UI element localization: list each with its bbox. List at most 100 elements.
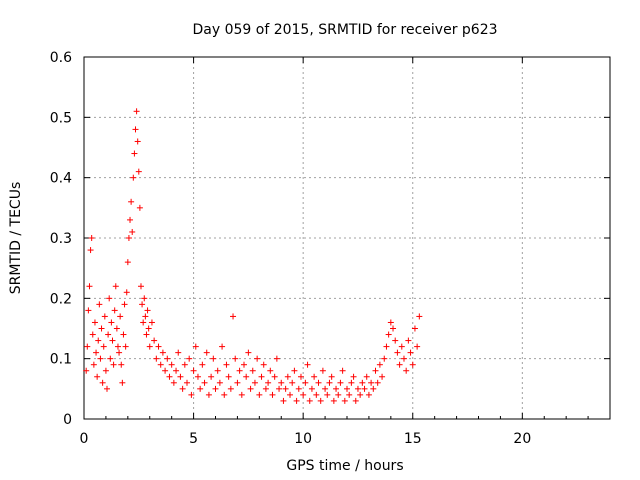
data-point — [131, 150, 138, 157]
data-point — [139, 301, 146, 308]
data-point — [258, 373, 265, 380]
data-point — [269, 391, 276, 398]
data-point — [249, 367, 256, 374]
data-point — [256, 391, 263, 398]
data-point — [110, 361, 117, 368]
data-point — [135, 168, 142, 175]
data-point — [236, 367, 243, 374]
data-point — [352, 397, 359, 404]
data-point — [398, 343, 405, 350]
data-point — [313, 391, 320, 398]
data-point — [394, 349, 401, 356]
data-point — [122, 343, 129, 350]
data-point — [91, 319, 98, 326]
data-point — [262, 385, 269, 392]
data-point — [109, 337, 116, 344]
data-point — [108, 319, 115, 326]
data-point — [170, 379, 177, 386]
data-point — [83, 367, 90, 374]
data-point — [188, 391, 195, 398]
data-point — [137, 283, 144, 290]
data-point — [190, 367, 197, 374]
data-point — [146, 343, 153, 350]
data-point — [370, 385, 377, 392]
data-point — [333, 385, 340, 392]
data-point — [308, 385, 315, 392]
data-point — [315, 379, 322, 386]
data-point — [344, 385, 350, 392]
data-point — [317, 397, 324, 404]
data-point — [411, 325, 418, 332]
data-point — [197, 385, 204, 392]
data-point — [140, 319, 147, 326]
data-point — [392, 337, 399, 344]
data-point — [407, 349, 414, 356]
data-point — [365, 391, 372, 398]
data-point — [132, 126, 139, 133]
data-point — [210, 355, 217, 362]
data-point — [179, 385, 186, 392]
data-point — [128, 198, 135, 205]
data-point — [357, 391, 364, 398]
data-point — [387, 319, 394, 326]
grid-layer — [84, 57, 610, 419]
data-point — [162, 367, 169, 374]
data-point — [175, 349, 182, 356]
data-point — [304, 361, 311, 368]
data-point — [232, 355, 239, 362]
data-point — [153, 355, 160, 362]
data-point — [212, 385, 219, 392]
data-point — [99, 379, 106, 386]
data-point — [134, 138, 141, 145]
data-point — [168, 361, 175, 368]
data-point — [148, 319, 155, 326]
data-point — [361, 385, 368, 392]
data-point — [173, 367, 180, 374]
data-point — [376, 361, 383, 368]
data-point — [102, 367, 109, 374]
data-point — [199, 361, 206, 368]
data-point — [96, 301, 103, 308]
data-point — [278, 379, 285, 386]
data-point — [319, 367, 326, 374]
data-point — [273, 355, 280, 362]
data-point — [90, 361, 97, 368]
data-point — [225, 373, 232, 380]
data-point — [143, 331, 150, 338]
data-point — [335, 391, 342, 398]
data-point — [396, 361, 403, 368]
data-point — [144, 307, 151, 314]
data-point — [157, 361, 164, 368]
points-layer — [83, 108, 423, 404]
x-tick-label: 20 — [513, 431, 531, 447]
data-point — [124, 259, 131, 266]
data-point — [192, 343, 199, 350]
data-point — [129, 228, 136, 235]
data-point — [291, 367, 298, 374]
data-point — [293, 397, 300, 404]
data-point — [267, 367, 274, 374]
data-point — [341, 397, 348, 404]
data-point — [324, 391, 331, 398]
data-point — [350, 373, 357, 380]
y-tick-label: 0.6 — [50, 50, 72, 66]
data-point — [234, 379, 241, 386]
data-point — [166, 373, 173, 380]
data-point — [181, 361, 188, 368]
data-point — [155, 343, 162, 350]
data-point — [330, 397, 337, 404]
data-point — [265, 379, 272, 386]
data-point — [247, 385, 254, 392]
data-point — [405, 337, 412, 344]
data-point — [287, 391, 294, 398]
data-point — [136, 204, 143, 211]
data-point — [100, 343, 107, 350]
data-point — [98, 325, 105, 332]
data-point — [93, 349, 100, 356]
data-point — [107, 355, 114, 362]
data-point — [416, 313, 423, 320]
data-point — [88, 235, 95, 241]
data-point — [223, 361, 230, 368]
x-tick-label: 10 — [294, 431, 312, 447]
